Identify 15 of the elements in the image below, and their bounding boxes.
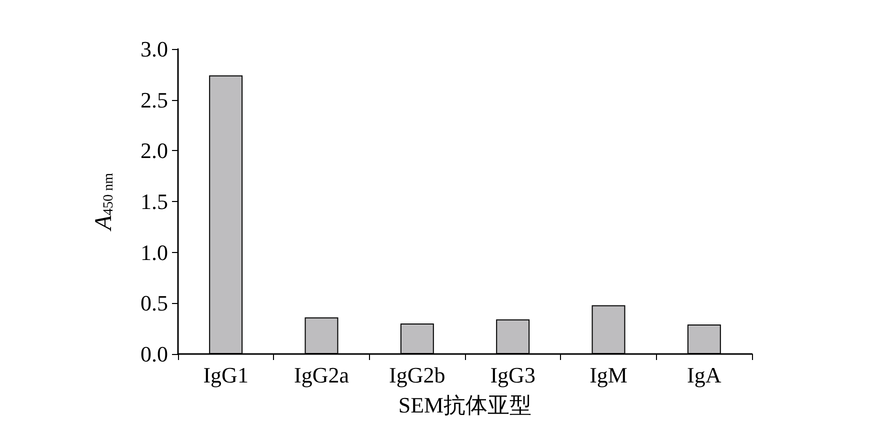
y-tick-label: 3.0 bbox=[140, 36, 168, 62]
y-tick-label: 2.0 bbox=[140, 138, 168, 164]
x-tick-label: IgM bbox=[590, 362, 628, 388]
y-tick-label: 2.5 bbox=[140, 87, 168, 112]
x-tick-label: IgG2b bbox=[389, 362, 446, 388]
y-tick-label: 1.5 bbox=[140, 189, 168, 214]
y-tick-label: 0.5 bbox=[140, 290, 168, 316]
x-tick-label: IgG3 bbox=[490, 362, 536, 388]
y-tick-label: 0.0 bbox=[140, 342, 168, 366]
y-tick-label: 1.0 bbox=[140, 240, 168, 265]
x-tick-label: IgG1 bbox=[203, 362, 248, 388]
y-axis-title: A450 nm bbox=[91, 172, 117, 232]
x-tick-label: IgG2a bbox=[294, 362, 350, 388]
x-axis-title: SEM抗体亚型 bbox=[398, 392, 532, 418]
x-tick-label: IgA bbox=[687, 362, 722, 388]
